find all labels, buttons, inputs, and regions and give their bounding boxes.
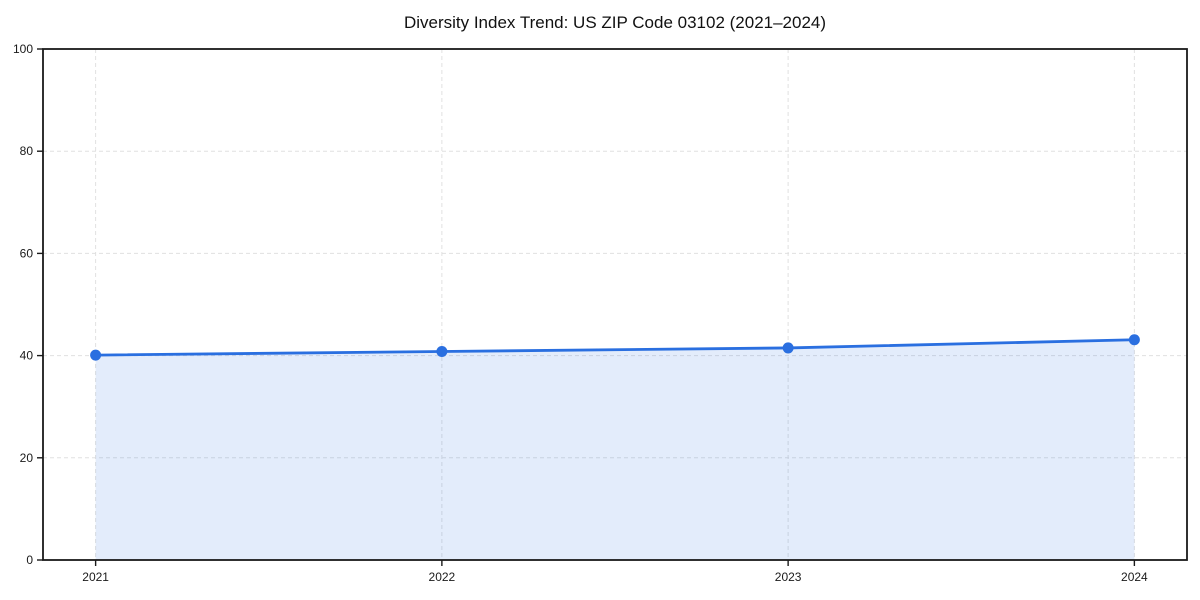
data-point-marker <box>436 346 448 358</box>
y-tick-label: 0 <box>26 553 33 567</box>
axes-border <box>42 48 1188 561</box>
x-tick-label: 2023 <box>775 570 802 584</box>
y-tick-label: 100 <box>13 42 33 56</box>
x-tick-label: 2021 <box>82 570 109 584</box>
y-tick-label: 40 <box>20 349 34 363</box>
y-tick-label: 20 <box>20 451 34 465</box>
y-tick-label: 60 <box>20 246 34 260</box>
area-fill <box>95 339 1135 560</box>
data-point-marker <box>1128 334 1140 346</box>
trend-line <box>94 338 1136 357</box>
chart-title: Diversity Index Trend: US ZIP Code 03102… <box>403 13 827 32</box>
x-tick-label: 2024 <box>1121 570 1148 584</box>
data-point-marker <box>90 349 102 361</box>
y-tick-label: 80 <box>20 144 34 158</box>
data-point-marker <box>782 342 794 354</box>
x-tick-label: 2022 <box>429 570 456 584</box>
